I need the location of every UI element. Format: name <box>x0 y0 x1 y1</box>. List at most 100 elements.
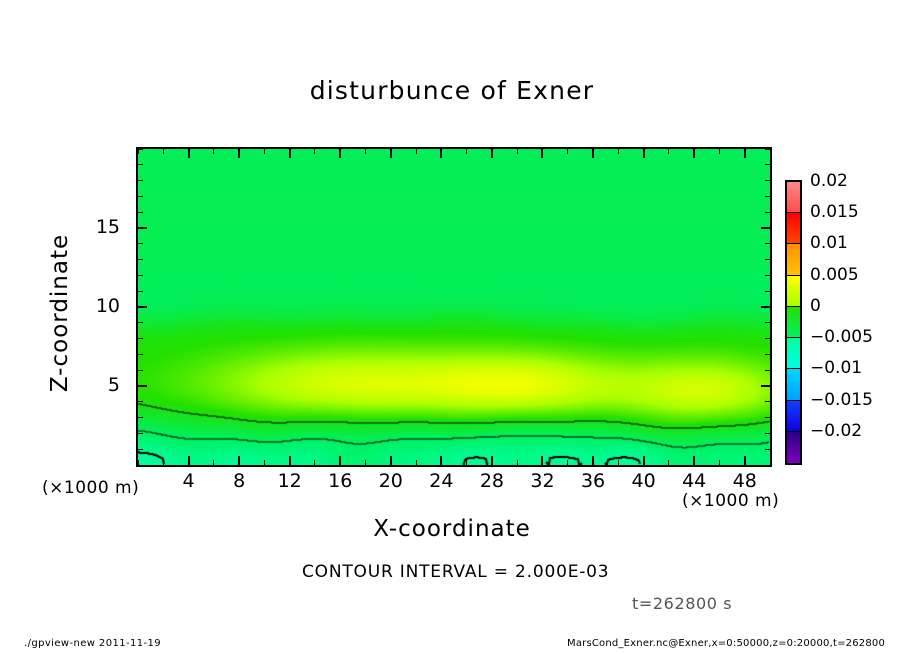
colorbar-band <box>787 338 800 369</box>
axis-tick <box>416 149 417 154</box>
axis-tick <box>339 456 341 465</box>
colorbar-band <box>787 432 800 463</box>
axis-tick <box>213 460 214 465</box>
axis-tick <box>618 460 619 465</box>
axis-tick <box>138 164 143 165</box>
colorbar-tick-label: 0.015 <box>810 202 859 222</box>
axis-tick <box>390 149 392 158</box>
y-axis-title: Z-coordinate <box>47 213 73 413</box>
colorbar <box>785 180 802 465</box>
axis-tick <box>765 401 770 402</box>
axis-tick <box>744 456 746 465</box>
axis-tick <box>365 149 366 154</box>
axis-tick <box>770 149 771 154</box>
colorbar-band <box>787 213 800 244</box>
axis-tick <box>643 456 645 465</box>
axis-tick <box>138 417 143 418</box>
axis-tick <box>138 259 143 260</box>
axis-tick <box>416 460 417 465</box>
axis-tick <box>138 370 143 371</box>
colorbar-band <box>787 244 800 275</box>
colorbar-tick-label: −0.015 <box>810 390 873 410</box>
axis-tick <box>719 149 720 154</box>
axis-tick <box>138 149 143 150</box>
axis-tick <box>668 460 669 465</box>
axis-tick <box>440 149 442 158</box>
axis-tick <box>138 196 143 197</box>
axis-tick <box>138 401 143 402</box>
y-axis-tick-label: 5 <box>86 374 120 396</box>
axis-tick <box>238 149 240 158</box>
axis-tick <box>761 227 770 229</box>
axis-tick <box>365 460 366 465</box>
axis-tick <box>466 460 467 465</box>
axis-tick <box>693 456 695 465</box>
axis-tick <box>138 212 143 213</box>
x-axis-tick-label: 48 <box>715 470 775 492</box>
axis-tick <box>541 456 543 465</box>
plot-canvas: disturbunce of Exner 4812162024283236404… <box>0 0 904 654</box>
axis-tick <box>765 196 770 197</box>
axis-tick <box>765 259 770 260</box>
axis-tick <box>138 338 143 339</box>
axis-tick <box>491 456 493 465</box>
axis-tick <box>765 212 770 213</box>
contour-field <box>138 149 770 465</box>
colorbar-tick-label: −0.02 <box>810 421 862 441</box>
axis-tick <box>466 149 467 154</box>
colorbar-band <box>787 182 800 213</box>
axis-tick <box>567 149 568 154</box>
axis-tick <box>138 149 139 154</box>
axis-tick <box>138 180 143 181</box>
axis-tick <box>761 385 770 387</box>
contour-plot-area <box>136 147 772 467</box>
colorbar-tick-label: 0.005 <box>810 265 859 285</box>
axis-tick <box>517 149 518 154</box>
axis-tick <box>592 456 594 465</box>
axis-tick <box>765 370 770 371</box>
axis-tick <box>390 456 392 465</box>
axis-tick <box>765 180 770 181</box>
x-axis-unit-label: (×1000 m) <box>682 491 779 511</box>
axis-tick <box>744 149 746 158</box>
colorbar-tick-label: −0.005 <box>810 327 873 347</box>
axis-tick <box>138 465 143 466</box>
axis-tick <box>765 417 770 418</box>
axis-tick <box>765 338 770 339</box>
axis-tick <box>668 149 669 154</box>
axis-tick <box>188 456 190 465</box>
axis-tick <box>517 460 518 465</box>
axis-tick <box>567 460 568 465</box>
colorbar-tick-label: −0.01 <box>810 358 862 378</box>
axis-tick <box>643 149 645 158</box>
axis-tick <box>592 149 594 158</box>
contour-interval-label: CONTOUR INTERVAL = 2.000E-03 <box>302 562 609 582</box>
axis-tick <box>138 227 147 229</box>
axis-tick <box>765 243 770 244</box>
axis-tick <box>765 275 770 276</box>
axis-tick <box>765 465 770 466</box>
axis-tick <box>693 149 695 158</box>
axis-tick <box>138 449 143 450</box>
x-axis-title: X-coordinate <box>0 516 904 542</box>
colorbar-band <box>787 369 800 400</box>
colorbar-band <box>787 307 800 338</box>
axis-tick <box>765 291 770 292</box>
axis-tick <box>491 149 493 158</box>
axis-tick <box>213 149 214 154</box>
colorbar-band <box>787 401 800 432</box>
axis-tick <box>188 149 190 158</box>
axis-tick <box>289 149 291 158</box>
footer-source-label: MarsCond_Exner.nc@Exner,x=0:50000,z=0:20… <box>567 638 885 649</box>
page-title: disturbunce of Exner <box>0 76 904 105</box>
y-axis-tick-label: 10 <box>86 295 120 317</box>
axis-tick <box>289 456 291 465</box>
axis-tick <box>138 306 147 308</box>
colorbar-tick-label: 0.01 <box>810 233 848 253</box>
axis-tick <box>264 149 265 154</box>
axis-tick <box>765 449 770 450</box>
axis-tick <box>138 354 143 355</box>
axis-tick <box>138 275 143 276</box>
axis-tick <box>761 306 770 308</box>
footer-command-label: ./gpview-new 2011-11-19 <box>24 638 161 649</box>
